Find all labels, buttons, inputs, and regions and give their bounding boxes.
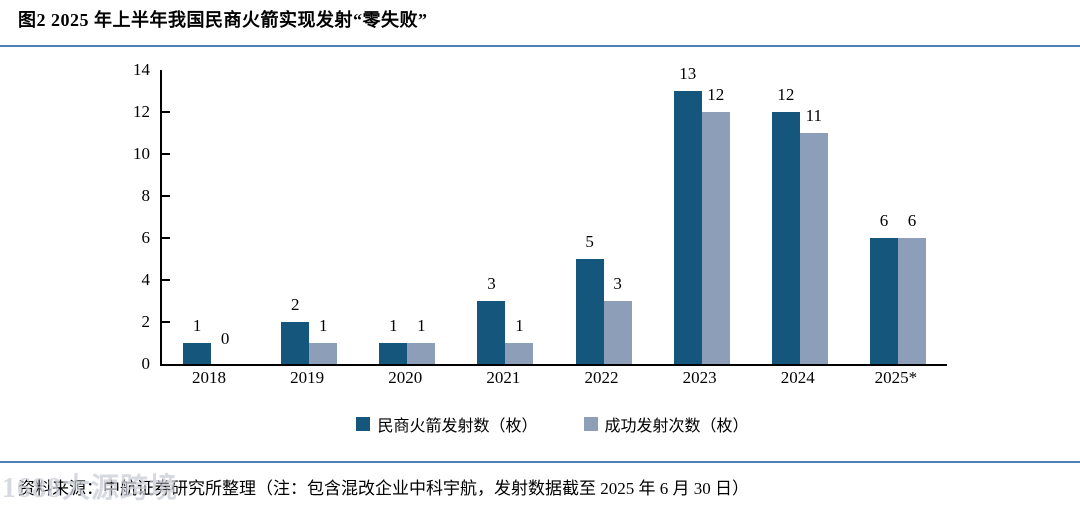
y-tick-mark bbox=[162, 321, 170, 323]
bar-2023-series2 bbox=[701, 112, 730, 364]
legend-swatch-icon bbox=[583, 417, 598, 431]
bar-chart: 0 2 4 6 8 10 12 14 1 0 2 1 1 1 3 1 5 3 13 12 12 11 6 6 2018 201… bbox=[0, 52, 1080, 452]
y-tick-label: 14 bbox=[133, 60, 150, 79]
data-label: 6 bbox=[879, 211, 889, 230]
y-tick-mark bbox=[162, 279, 170, 281]
y-tick-mark bbox=[162, 153, 170, 155]
data-label: 5 bbox=[585, 232, 594, 251]
data-label: 1 bbox=[389, 316, 398, 335]
bar-2021-series2 bbox=[505, 343, 534, 364]
x-axis-label-2021: 2021 bbox=[486, 368, 521, 387]
data-label: 1 bbox=[417, 316, 426, 335]
plot-area: 1 0 2 1 1 1 3 1 5 3 13 12 12 11 6 6 bbox=[160, 65, 947, 366]
data-label: 1 bbox=[192, 316, 202, 335]
y-tick-label: 4 bbox=[141, 270, 151, 289]
bar-2022-series2 bbox=[603, 301, 632, 364]
bar-2022-series1 bbox=[575, 259, 604, 364]
bar-2023-series1 bbox=[673, 91, 702, 364]
bar-2018-series1 bbox=[183, 343, 212, 364]
y-tick-label: 10 bbox=[133, 144, 150, 163]
bar-2024-series2 bbox=[799, 133, 828, 364]
bar-2024-series1 bbox=[771, 112, 800, 364]
bar-2020-series1 bbox=[379, 343, 408, 364]
x-axis-label-2024: 2024 bbox=[780, 368, 815, 387]
data-label: 1 bbox=[515, 316, 524, 335]
bar-2019-series1 bbox=[281, 322, 310, 364]
legend-label: 民商火箭发射数（枚） bbox=[377, 418, 538, 435]
data-label: 11 bbox=[805, 106, 822, 125]
bar-2025*-series2 bbox=[897, 238, 926, 364]
legend-label: 成功发射次数（枚） bbox=[604, 418, 749, 435]
legend-item-series2: 成功发射次数（枚） bbox=[583, 412, 749, 436]
y-tick-label: 0 bbox=[141, 354, 151, 373]
x-axis-label-2022: 2022 bbox=[584, 368, 619, 387]
bar-2019-series2 bbox=[309, 343, 338, 364]
legend-swatch-icon bbox=[356, 417, 371, 431]
y-tick-mark bbox=[162, 111, 170, 113]
y-tick-label: 8 bbox=[141, 186, 151, 205]
bar-2021-series1 bbox=[477, 301, 506, 364]
data-label: 3 bbox=[487, 274, 496, 293]
y-tick-label: 2 bbox=[141, 312, 151, 331]
bar-2020-series2 bbox=[407, 343, 436, 364]
x-axis-label-2018: 2018 bbox=[192, 368, 226, 387]
y-tick-mark bbox=[162, 195, 170, 197]
data-label: 12 bbox=[707, 85, 725, 104]
data-label: 13 bbox=[679, 64, 697, 83]
legend-item-series1: 民商火箭发射数（枚） bbox=[356, 412, 538, 436]
x-axis-label-2023: 2023 bbox=[682, 368, 717, 387]
data-label: 0 bbox=[220, 329, 230, 348]
x-axis-label-2019: 2019 bbox=[290, 368, 325, 387]
top-divider-line bbox=[0, 45, 1080, 47]
bottom-divider-line bbox=[0, 461, 1080, 463]
bar-2025*-series1 bbox=[869, 238, 898, 364]
y-tick-mark bbox=[162, 237, 170, 239]
data-label: 3 bbox=[613, 274, 622, 293]
figure-title: 图2 2025 年上半年我国民商火箭实现发射“零失败” bbox=[18, 10, 428, 30]
x-axis-label-2020: 2020 bbox=[388, 368, 423, 387]
x-axis-label-2025*: 2025* bbox=[874, 368, 918, 387]
y-tick-label: 6 bbox=[141, 228, 151, 247]
data-label: 2 bbox=[290, 295, 300, 314]
data-label: 6 bbox=[907, 211, 917, 230]
data-label: 12 bbox=[777, 85, 795, 104]
chart-legend: 民商火箭发射数（枚） 成功发射次数（枚） bbox=[160, 412, 945, 436]
watermark: 1688大源跨境 bbox=[2, 473, 179, 504]
source-note: 资料来源：中航证券研究所整理（注：包含混改企业中科宇航，发射数据截至 2025 … bbox=[18, 479, 749, 498]
data-label: 1 bbox=[318, 316, 328, 335]
y-tick-label: 12 bbox=[133, 102, 150, 121]
